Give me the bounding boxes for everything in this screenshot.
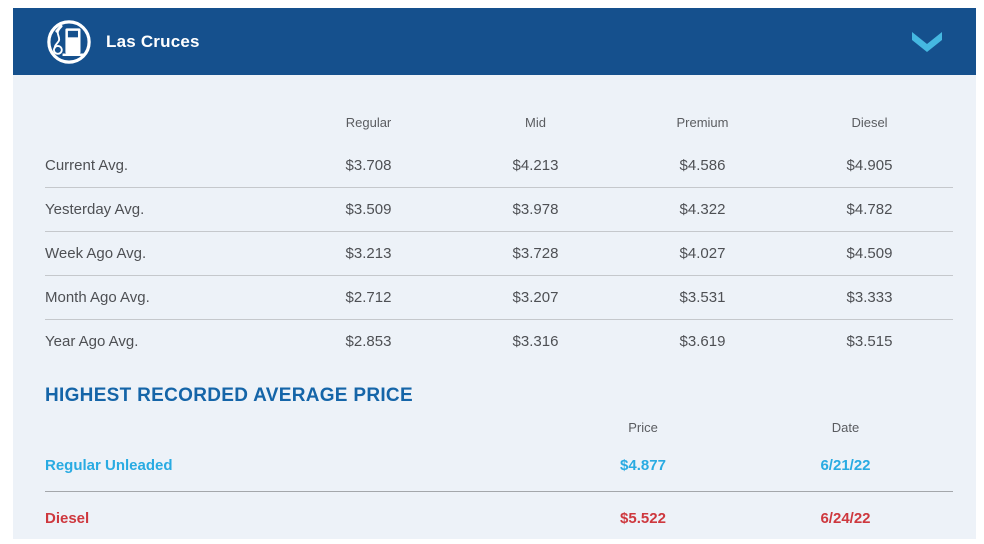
price-cell: $4.905 [786, 144, 953, 188]
column-header-diesel: Diesel [851, 115, 888, 130]
price-cell: $2.853 [345, 333, 392, 350]
price-cell: $4.213 [452, 144, 619, 188]
row-label-week-ago-avg: Week Ago Avg. [45, 232, 285, 276]
table-corner-spacer [45, 75, 285, 144]
highest-date-regular: 6/21/22 [738, 439, 953, 492]
price-cell: $3.333 [786, 276, 953, 320]
row-label-yesterday-avg: Yesterday Avg. [45, 188, 285, 232]
row-label-month-ago-avg: Month Ago Avg. [45, 276, 285, 320]
column-header-premium: Premium [676, 115, 729, 130]
price-cell: $4.509 [786, 232, 953, 276]
price-cell: $2.712 [285, 276, 452, 320]
accordion-header-las-cruces[interactable]: Las Cruces [13, 8, 976, 75]
highest-price-diesel: $5.522 [620, 509, 666, 527]
highest-recorded-table: Price Date Regular Unleaded $4.877 6/21/… [45, 415, 953, 544]
price-cell: $3.531 [619, 276, 786, 320]
spacer [45, 415, 548, 439]
price-cell: $3.515 [846, 333, 893, 350]
price-cell: $3.619 [679, 333, 726, 350]
price-cell: $4.027 [619, 232, 786, 276]
column-header-regular: Regular [345, 115, 392, 130]
price-cell: $3.207 [452, 276, 619, 320]
row-label-year-ago-avg: Year Ago Avg. [45, 333, 139, 350]
average-price-table: Regular Mid Premium Diesel Current Avg. … [45, 75, 953, 363]
price-cell: $3.316 [512, 333, 559, 350]
price-cell: $3.978 [452, 188, 619, 232]
chevron-down-icon[interactable] [908, 30, 946, 54]
column-header-mid: Mid [525, 115, 546, 130]
price-cell: $3.509 [285, 188, 452, 232]
column-header-price: Price [628, 419, 658, 435]
price-cell: $3.728 [452, 232, 619, 276]
panel-content: Regular Mid Premium Diesel Current Avg. … [13, 75, 976, 544]
gas-prices-widget: Las Cruces Regular Mid Premium Diesel Cu… [13, 8, 976, 539]
price-cell: $4.322 [619, 188, 786, 232]
highest-date-diesel: 6/24/22 [820, 509, 871, 527]
price-cell: $4.782 [786, 188, 953, 232]
row-label-regular-unleaded: Regular Unleaded [45, 439, 548, 492]
accordion-title: Las Cruces [106, 31, 200, 51]
row-label-diesel: Diesel [45, 509, 90, 527]
highest-price-regular: $4.877 [548, 439, 738, 492]
gas-pump-icon [47, 19, 91, 64]
row-label-current-avg: Current Avg. [45, 144, 285, 188]
highest-recorded-title: HIGHEST RECORDED AVERAGE PRICE [45, 385, 413, 406]
price-cell: $4.586 [619, 144, 786, 188]
price-cell: $3.213 [285, 232, 452, 276]
column-header-date: Date [831, 419, 860, 435]
price-cell: $3.708 [285, 144, 452, 188]
